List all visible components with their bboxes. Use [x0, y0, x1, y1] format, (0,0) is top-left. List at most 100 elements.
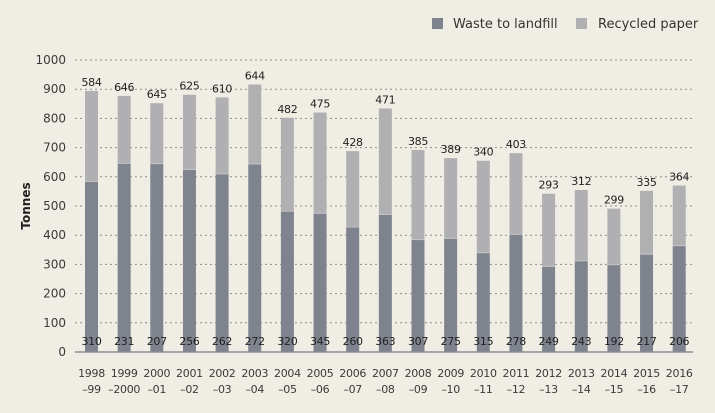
label-waste-to-landfill-9: 471 — [375, 93, 395, 106]
x-tick-line1-14: 2012 — [535, 367, 562, 380]
x-tick-line1-2: 2000 — [143, 367, 170, 380]
y-tick-500: 500 — [43, 199, 66, 213]
label-recycled-paper-11: 275 — [441, 335, 461, 348]
bar-recycled-paper-2 — [150, 103, 164, 164]
x-tick-line2-14: –13 — [539, 383, 558, 396]
bar-recycled-paper-3 — [182, 94, 196, 170]
bar-waste-to-landfill-8 — [346, 227, 360, 352]
x-tick-line2-7: –06 — [311, 383, 330, 396]
x-tick-line2-13: –12 — [507, 383, 526, 396]
y-tick-1000: 1000 — [35, 53, 66, 67]
x-tick-line2-17: –16 — [637, 383, 656, 396]
x-tick-line1-6: 2004 — [274, 367, 301, 380]
x-tick-line1-8: 2006 — [339, 367, 366, 380]
x-tick-line2-4: –03 — [213, 383, 232, 396]
label-recycled-paper-10: 307 — [408, 335, 428, 348]
bar-recycled-paper-0 — [85, 90, 98, 182]
x-tick-line1-10: 2008 — [405, 367, 432, 380]
bar-recycled-paper-7 — [313, 112, 327, 214]
bar-recycled-paper-18 — [672, 185, 686, 246]
bar-recycled-paper-15 — [574, 189, 588, 261]
label-waste-to-landfill-6: 482 — [277, 103, 297, 116]
label-recycled-paper-1: 231 — [114, 335, 134, 348]
label-recycled-paper-7: 345 — [310, 335, 330, 348]
y-tick-0: 0 — [58, 345, 66, 359]
label-recycled-paper-0: 310 — [81, 335, 101, 348]
label-waste-to-landfill-4: 610 — [212, 82, 232, 95]
bar-waste-to-landfill-18 — [672, 245, 686, 352]
bar-recycled-paper-16 — [607, 208, 621, 265]
label-waste-to-landfill-7: 475 — [310, 98, 330, 111]
bar-waste-to-landfill-7 — [313, 213, 327, 352]
bar-waste-to-landfill-14 — [542, 266, 556, 352]
x-tick-line1-16: 2014 — [601, 367, 628, 380]
bar-waste-to-landfill-3 — [182, 169, 196, 352]
label-waste-to-landfill-13: 403 — [506, 138, 526, 151]
x-tick-line1-1: 1999 — [111, 367, 138, 380]
bar-recycled-paper-6 — [280, 117, 294, 212]
bar-recycled-paper-10 — [411, 149, 425, 240]
label-recycled-paper-18: 206 — [669, 335, 689, 348]
bar-recycled-paper-1 — [117, 95, 131, 164]
bar-waste-to-landfill-5 — [248, 163, 262, 352]
x-tick-line1-4: 2002 — [209, 367, 236, 380]
x-tick-line1-0: 1998 — [78, 367, 105, 380]
label-recycled-paper-15: 243 — [571, 335, 591, 348]
x-tick-line2-8: –07 — [343, 383, 362, 396]
label-recycled-paper-5: 272 — [245, 335, 265, 348]
y-tick-600: 600 — [43, 170, 66, 184]
label-waste-to-landfill-1: 646 — [114, 81, 134, 94]
label-recycled-paper-3: 256 — [179, 335, 199, 348]
y-tick-800: 800 — [43, 111, 66, 125]
bar-recycled-paper-12 — [476, 160, 490, 253]
label-waste-to-landfill-14: 293 — [539, 179, 559, 192]
bar-recycled-paper-11 — [444, 158, 458, 239]
data-labels: 584 310 646 231 645 207 625 256 610 262 644 272 482 3… — [81, 70, 689, 348]
x-tick-line2-2: –01 — [147, 383, 166, 396]
x-tick-line1-12: 2010 — [470, 367, 497, 380]
bar-waste-to-landfill-6 — [280, 211, 294, 352]
x-tick-line1-15: 2013 — [568, 367, 595, 380]
bar-waste-to-landfill-9 — [378, 214, 392, 352]
x-tick-line2-9: –08 — [376, 383, 395, 396]
label-recycled-paper-6: 320 — [277, 335, 297, 348]
label-waste-to-landfill-16: 299 — [604, 194, 624, 207]
legend-swatch-recycled-paper — [576, 18, 587, 29]
x-tick-line2-15: –14 — [572, 383, 591, 396]
bar-recycled-paper-9 — [378, 108, 392, 215]
label-waste-to-landfill-3: 625 — [179, 80, 199, 93]
label-recycled-paper-8: 260 — [343, 335, 363, 348]
label-waste-to-landfill-18: 364 — [669, 171, 689, 184]
bar-waste-to-landfill-17 — [640, 254, 654, 352]
x-tick-line1-11: 2009 — [437, 367, 464, 380]
x-tick-line2-3: –02 — [180, 383, 199, 396]
bar-waste-to-landfill-1 — [117, 163, 131, 352]
bar-recycled-paper-8 — [346, 151, 360, 228]
y-tick-200: 200 — [43, 287, 66, 301]
label-waste-to-landfill-12: 340 — [473, 146, 493, 159]
x-tick-line2-10: –09 — [409, 383, 428, 396]
label-waste-to-landfill-2: 645 — [147, 88, 167, 101]
bar-recycled-paper-5 — [248, 84, 262, 164]
bar-waste-to-landfill-11 — [444, 238, 458, 352]
y-tick-700: 700 — [43, 141, 66, 155]
x-tick-line2-16: –15 — [605, 383, 624, 396]
label-waste-to-landfill-11: 389 — [441, 143, 461, 156]
label-recycled-paper-13: 278 — [506, 335, 526, 348]
bar-recycled-paper-13 — [509, 153, 523, 235]
label-waste-to-landfill-15: 312 — [571, 175, 591, 188]
label-recycled-paper-16: 192 — [604, 335, 624, 348]
y-axis-ticks: 0 100 200 300 400 500 600 700 800 900 1000 — [35, 53, 66, 359]
x-tick-line1-18: 2016 — [666, 367, 693, 380]
y-tick-900: 900 — [43, 82, 66, 96]
label-waste-to-landfill-17: 335 — [636, 176, 656, 189]
label-waste-to-landfill-5: 644 — [245, 70, 265, 83]
bar-waste-to-landfill-15 — [574, 260, 588, 352]
y-tick-100: 100 — [43, 316, 66, 330]
bar-waste-to-landfill-10 — [411, 239, 425, 352]
x-tick-line2-6: –05 — [278, 383, 297, 396]
bar-recycled-paper-4 — [215, 97, 229, 174]
bar-recycled-paper-14 — [542, 193, 556, 267]
x-tick-line2-1: –2000 — [108, 383, 140, 396]
